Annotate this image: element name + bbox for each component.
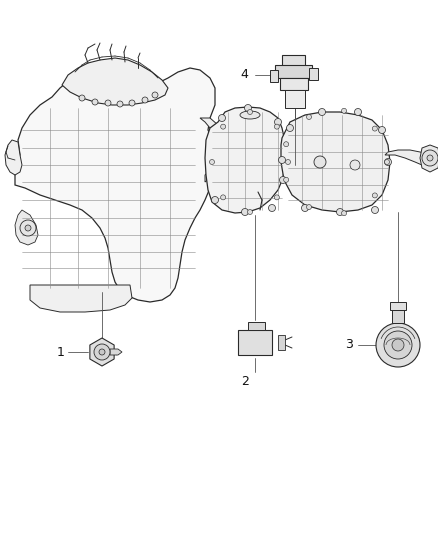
- Circle shape: [284, 177, 289, 182]
- Circle shape: [274, 195, 279, 200]
- Circle shape: [372, 126, 377, 131]
- Polygon shape: [390, 302, 406, 310]
- Circle shape: [342, 211, 346, 216]
- Polygon shape: [110, 349, 122, 355]
- Polygon shape: [5, 140, 22, 175]
- Circle shape: [241, 208, 248, 215]
- Circle shape: [427, 155, 433, 161]
- Polygon shape: [270, 70, 278, 82]
- Circle shape: [314, 156, 326, 168]
- Circle shape: [79, 95, 85, 101]
- Circle shape: [286, 159, 290, 165]
- Polygon shape: [392, 310, 404, 323]
- Circle shape: [247, 109, 252, 115]
- Circle shape: [221, 124, 226, 129]
- Circle shape: [422, 150, 438, 166]
- Circle shape: [99, 349, 105, 355]
- Polygon shape: [90, 338, 114, 366]
- Circle shape: [286, 125, 293, 132]
- Circle shape: [307, 115, 311, 119]
- Text: 2: 2: [241, 375, 249, 388]
- Circle shape: [385, 158, 392, 166]
- Circle shape: [219, 115, 226, 122]
- Polygon shape: [281, 112, 390, 212]
- Circle shape: [376, 323, 420, 367]
- Circle shape: [247, 209, 252, 214]
- Circle shape: [152, 92, 158, 98]
- Circle shape: [279, 157, 286, 164]
- Polygon shape: [278, 335, 285, 350]
- Polygon shape: [248, 322, 265, 330]
- Circle shape: [284, 142, 289, 147]
- Circle shape: [20, 220, 36, 236]
- Circle shape: [142, 97, 148, 103]
- Polygon shape: [420, 145, 438, 172]
- Circle shape: [105, 100, 111, 106]
- Circle shape: [378, 126, 385, 133]
- Polygon shape: [15, 67, 218, 302]
- Text: 1: 1: [57, 345, 65, 359]
- Polygon shape: [30, 285, 132, 312]
- Circle shape: [209, 159, 215, 165]
- Circle shape: [385, 159, 389, 165]
- Circle shape: [244, 104, 251, 111]
- Circle shape: [129, 100, 135, 106]
- Circle shape: [117, 101, 123, 107]
- Circle shape: [350, 160, 360, 170]
- Circle shape: [212, 197, 219, 204]
- Circle shape: [354, 109, 361, 116]
- Circle shape: [372, 193, 377, 198]
- Polygon shape: [205, 107, 285, 213]
- Polygon shape: [238, 330, 272, 355]
- Polygon shape: [62, 58, 168, 105]
- Ellipse shape: [240, 111, 260, 119]
- Polygon shape: [200, 118, 222, 182]
- Circle shape: [221, 195, 226, 200]
- Polygon shape: [15, 210, 38, 245]
- Circle shape: [318, 109, 325, 116]
- Circle shape: [301, 205, 308, 212]
- Circle shape: [336, 208, 343, 215]
- Polygon shape: [385, 150, 430, 165]
- Circle shape: [384, 331, 412, 359]
- Circle shape: [94, 344, 110, 360]
- Polygon shape: [275, 65, 312, 78]
- Text: 3: 3: [345, 338, 353, 351]
- Circle shape: [25, 225, 31, 231]
- Polygon shape: [282, 55, 305, 68]
- Circle shape: [279, 176, 286, 183]
- Circle shape: [275, 118, 282, 125]
- Circle shape: [307, 205, 311, 209]
- Polygon shape: [309, 68, 318, 80]
- Circle shape: [371, 206, 378, 214]
- Text: 4: 4: [240, 69, 248, 82]
- Polygon shape: [285, 90, 305, 108]
- Circle shape: [268, 205, 276, 212]
- Circle shape: [274, 124, 279, 129]
- Circle shape: [92, 99, 98, 105]
- Circle shape: [342, 108, 346, 114]
- Circle shape: [392, 339, 404, 351]
- Polygon shape: [280, 78, 308, 90]
